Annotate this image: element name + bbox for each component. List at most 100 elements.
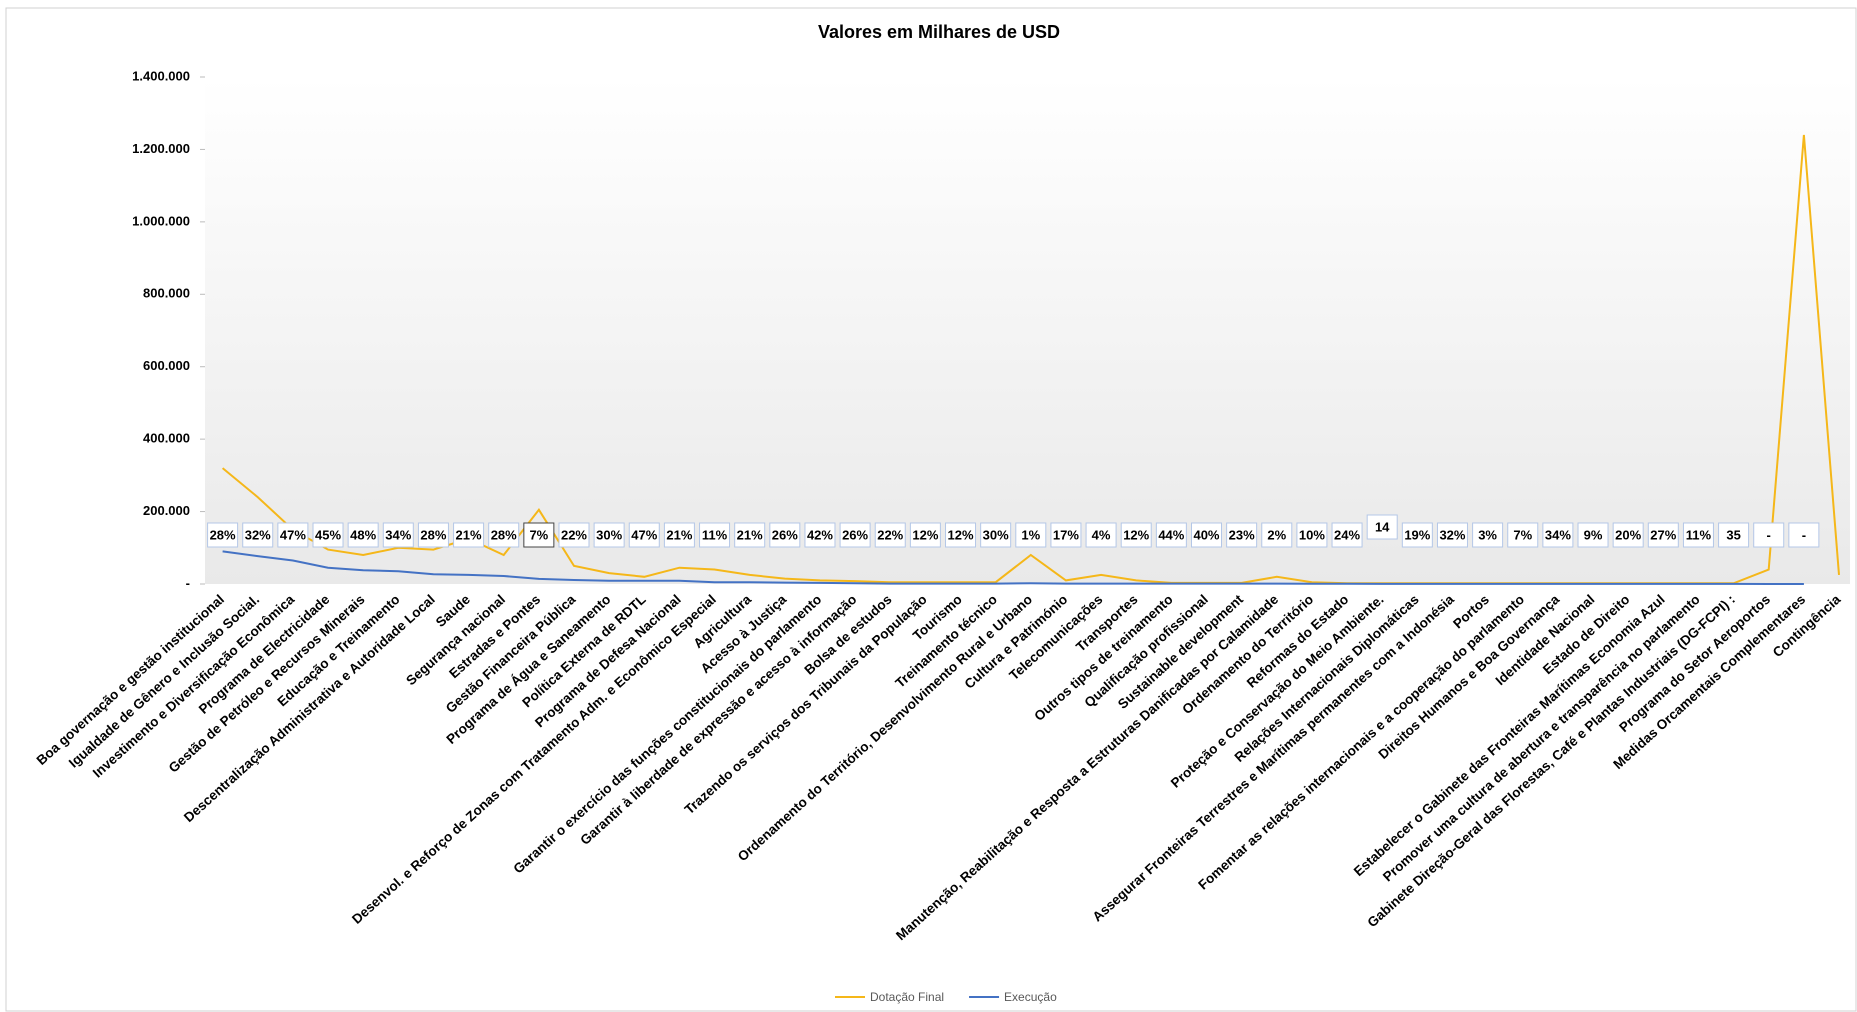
data-label: 10% bbox=[1299, 527, 1325, 542]
data-label-box bbox=[663, 522, 695, 548]
data-label: 12% bbox=[912, 527, 938, 542]
data-label-box bbox=[207, 522, 239, 548]
data-label-box bbox=[1155, 522, 1187, 548]
data-label-box bbox=[523, 522, 555, 548]
chart-title: Valores em Milhares de USD bbox=[818, 22, 1060, 42]
data-label-box bbox=[804, 522, 836, 548]
data-label-box bbox=[453, 522, 485, 548]
data-label-box bbox=[1296, 522, 1328, 548]
series-line bbox=[222, 550, 1804, 585]
data-label-box bbox=[558, 522, 590, 548]
data-label-box bbox=[1612, 522, 1644, 548]
data-label: 27% bbox=[1650, 527, 1676, 542]
data-label-box bbox=[1647, 522, 1679, 548]
data-label-box bbox=[980, 522, 1012, 548]
data-label: 21% bbox=[456, 527, 482, 542]
data-label: 40% bbox=[1193, 527, 1219, 542]
data-label: 17% bbox=[1053, 527, 1079, 542]
data-label: 20% bbox=[1615, 527, 1641, 542]
data-label-box bbox=[1436, 522, 1468, 548]
y-tick-label: 600.000 bbox=[143, 358, 190, 373]
data-label: 45% bbox=[315, 527, 341, 542]
data-label-box bbox=[417, 522, 449, 548]
data-label: 19% bbox=[1404, 527, 1430, 542]
data-label: 1% bbox=[1021, 527, 1040, 542]
data-label: 21% bbox=[737, 527, 763, 542]
data-label-box bbox=[242, 522, 274, 548]
data-label: 42% bbox=[807, 527, 833, 542]
data-label-box bbox=[909, 522, 941, 548]
data-label: 32% bbox=[1439, 527, 1465, 542]
data-label: - bbox=[1767, 527, 1771, 542]
data-label-box bbox=[382, 522, 414, 548]
data-label: 12% bbox=[948, 527, 974, 542]
data-label: 44% bbox=[1158, 527, 1184, 542]
legend-label: Execução bbox=[1004, 990, 1057, 1004]
data-label-box bbox=[769, 522, 801, 548]
y-tick-label: 400.000 bbox=[143, 431, 190, 446]
data-label-box bbox=[839, 522, 871, 548]
data-label: 7% bbox=[1513, 527, 1532, 542]
data-label-box bbox=[593, 522, 625, 548]
data-label: 22% bbox=[877, 527, 903, 542]
y-tick-label: 1.200.000 bbox=[132, 141, 190, 156]
data-label: 4% bbox=[1092, 527, 1111, 542]
data-label: 28% bbox=[491, 527, 517, 542]
data-label-box bbox=[1366, 514, 1398, 540]
data-label-box bbox=[1120, 522, 1152, 548]
data-label-box bbox=[1788, 522, 1820, 548]
legend-label: Dotação Final bbox=[870, 990, 944, 1004]
data-label-box bbox=[312, 522, 344, 548]
data-label-box bbox=[1050, 522, 1082, 548]
data-label: 7% bbox=[529, 527, 548, 542]
data-label: 26% bbox=[772, 527, 798, 542]
data-label: 30% bbox=[983, 527, 1009, 542]
data-label-box bbox=[1753, 522, 1785, 548]
data-label-box bbox=[874, 522, 906, 548]
data-label-box bbox=[1401, 522, 1433, 548]
data-label: 11% bbox=[702, 527, 728, 542]
data-label-box bbox=[1331, 522, 1363, 548]
data-label: 22% bbox=[561, 527, 587, 542]
data-label: 34% bbox=[385, 527, 411, 542]
data-label: 48% bbox=[350, 527, 376, 542]
data-label: 9% bbox=[1584, 527, 1603, 542]
data-label: 26% bbox=[842, 527, 868, 542]
data-label: 24% bbox=[1334, 527, 1360, 542]
data-label-box bbox=[1015, 522, 1047, 548]
data-label-box bbox=[1682, 522, 1714, 548]
data-label-box bbox=[1226, 522, 1258, 548]
data-label-box bbox=[1261, 522, 1293, 548]
data-label-box bbox=[734, 522, 766, 548]
data-label: 30% bbox=[596, 527, 622, 542]
data-label: 34% bbox=[1545, 527, 1571, 542]
data-label: 32% bbox=[245, 527, 271, 542]
data-label-box bbox=[945, 522, 977, 548]
data-label: 14 bbox=[1375, 519, 1390, 534]
data-label: 28% bbox=[420, 527, 446, 542]
y-tick-label: 1.400.000 bbox=[132, 68, 190, 83]
data-label: 35 bbox=[1726, 527, 1740, 542]
data-label-box bbox=[1507, 522, 1539, 548]
data-label-box bbox=[699, 522, 731, 548]
data-label-box bbox=[1085, 522, 1117, 548]
data-label: 2% bbox=[1267, 527, 1286, 542]
data-label: 3% bbox=[1478, 527, 1497, 542]
data-label-box bbox=[1472, 522, 1504, 548]
y-tick-label: 1.000.000 bbox=[132, 213, 190, 228]
data-label: 47% bbox=[280, 527, 306, 542]
y-tick-label: - bbox=[186, 575, 190, 590]
data-label-box bbox=[1542, 522, 1574, 548]
plot-area bbox=[205, 77, 1850, 584]
data-label-box bbox=[1718, 522, 1750, 548]
data-label-box bbox=[1190, 522, 1222, 548]
data-label-box bbox=[628, 522, 660, 548]
data-label: 11% bbox=[1686, 527, 1712, 542]
data-label: 21% bbox=[666, 527, 692, 542]
data-label-box bbox=[347, 522, 379, 548]
y-tick-label: 200.000 bbox=[143, 503, 190, 518]
data-label: 47% bbox=[631, 527, 657, 542]
data-label: 12% bbox=[1123, 527, 1149, 542]
y-tick-label: 800.000 bbox=[143, 286, 190, 301]
